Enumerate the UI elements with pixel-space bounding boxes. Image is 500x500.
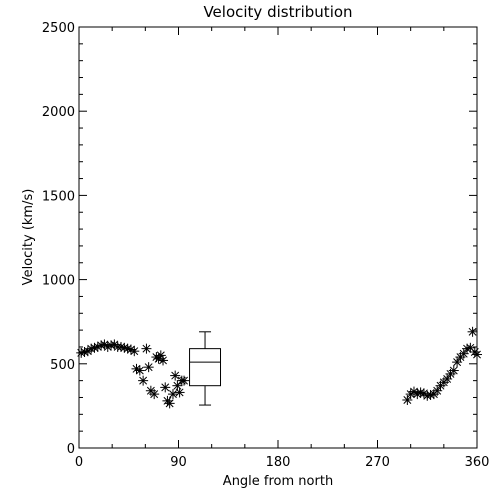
data-point	[402, 395, 413, 406]
x-axis: 0 90 180 270 360	[75, 27, 490, 470]
data-point	[134, 365, 145, 376]
chart-title: Velocity distribution	[203, 3, 352, 21]
data-point	[458, 348, 469, 359]
data-point	[160, 382, 171, 393]
data-point	[179, 375, 190, 386]
data-point	[141, 343, 152, 354]
data-point	[149, 389, 160, 400]
y-tick-label: 500	[50, 358, 75, 373]
y-tick-label: 0	[67, 442, 75, 457]
y-tick-label: 1500	[42, 189, 75, 204]
data-point	[448, 365, 459, 376]
y-axis-label: Velocity (km/s)	[21, 189, 36, 286]
data-point	[167, 389, 178, 400]
x-tick-label: 360	[465, 455, 490, 470]
x-axis-label: Angle from north	[223, 474, 333, 489]
data-point	[472, 349, 482, 360]
data-point	[467, 326, 478, 337]
data-point	[164, 398, 175, 409]
data-point	[442, 373, 453, 384]
data-point	[143, 362, 154, 373]
data-point	[129, 346, 140, 357]
boxplot	[189, 331, 222, 406]
data-point	[452, 357, 463, 368]
data-point	[170, 370, 181, 381]
y-tick-label: 1000	[42, 274, 75, 289]
box-iqr	[189, 348, 222, 387]
x-tick-label: 270	[365, 455, 390, 470]
data-point	[158, 355, 169, 366]
x-tick-label: 90	[170, 455, 187, 470]
plot-frame	[78, 26, 478, 449]
data-point	[138, 375, 149, 386]
scatter-series	[76, 326, 482, 409]
data-point	[432, 385, 443, 396]
y-axis: 0 500 1000 1500 2000 2500	[42, 21, 477, 457]
data-point	[174, 387, 185, 398]
x-tick-label: 180	[266, 455, 291, 470]
y-tick-label: 2500	[42, 21, 75, 36]
x-tick-label: 0	[75, 455, 83, 470]
y-tick-label: 2000	[42, 105, 75, 120]
